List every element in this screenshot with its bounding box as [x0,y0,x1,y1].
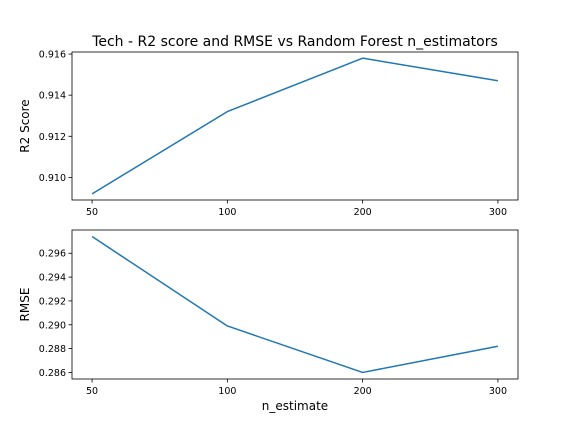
x-tick-label: 300 [489,386,507,397]
x-tick-label: 300 [489,207,507,218]
y-tick-label: 0.296 [39,249,66,260]
series-line [91,235,499,374]
rmse-panel: 50 100 200 300 0.286 0.288 0.290 0.292 0.294 0.29… [18,229,519,413]
x-tick-label: 100 [218,386,236,397]
y-tick-label: 0.910 [39,173,66,184]
x-tick-label: 200 [354,207,372,218]
y-tick-label: 0.288 [39,344,66,355]
y-tick-label: 0.916 [39,50,66,61]
y-tick-label: 0.912 [39,132,66,143]
x-tick-label: 50 [86,386,98,397]
axes-frame [71,229,519,380]
y-tick-label: 0.914 [39,91,66,102]
x-tick-label: 100 [218,207,236,218]
x-tick-label: 50 [86,207,98,218]
series-line [91,57,499,195]
y-tick-label: 0.290 [39,320,66,331]
r2-score-panel: 50 100 200 300 0.910 0.912 0.914 0.916 R2 Score [18,50,519,218]
x-tick-label: 200 [354,386,372,397]
x-axis-label: n_estimate [262,399,328,413]
chart-title: Tech - R2 score and RMSE vs Random Fores… [91,34,498,50]
y-tick-label: 0.294 [39,273,66,284]
y-axis-label: R2 Score [18,99,32,152]
axes-frame [71,51,519,201]
y-tick-label: 0.292 [39,296,66,307]
y-tick-label: 0.286 [39,368,66,379]
y-axis-label: RMSE [18,288,32,322]
